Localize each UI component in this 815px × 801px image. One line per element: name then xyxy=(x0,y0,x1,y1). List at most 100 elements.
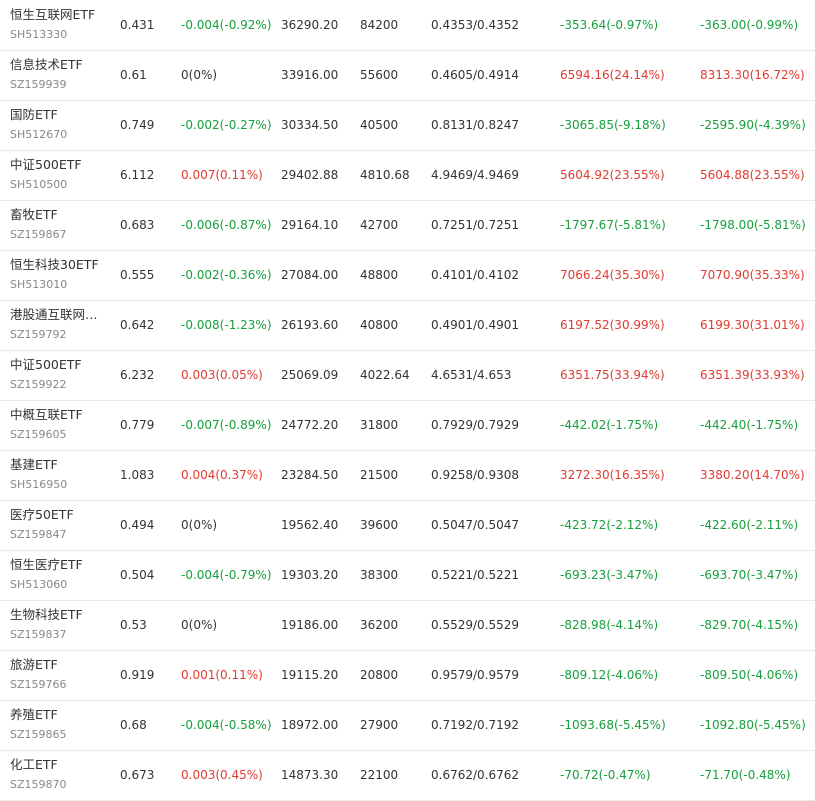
amount-value: 27084.00 xyxy=(281,268,339,282)
price-cell: 6.232 xyxy=(120,350,181,401)
name-cell[interactable]: 医疗50ETF SZ159847 xyxy=(0,500,120,551)
etf-name[interactable]: 中证500ETF xyxy=(10,357,82,372)
etf-name[interactable]: 畜牧ETF xyxy=(10,207,58,222)
table-row[interactable]: 生物科技ETF SZ159837 0.53 0(0%) 19186.00 36200 0.5… xyxy=(0,600,815,651)
etf-code: SH516950 xyxy=(10,478,68,491)
table-row[interactable]: 恒生科技30ETF SH513010 0.555 -0.002(-0.36%) 2708… xyxy=(0,250,815,301)
etf-name[interactable]: 信息技术ETF xyxy=(10,57,83,72)
etf-name[interactable]: 养殖ETF xyxy=(10,707,58,722)
change-value: 0(0%) xyxy=(181,618,218,632)
volume-cell: 48800 xyxy=(360,250,431,301)
etf-name[interactable]: 恒生医疗ETF xyxy=(10,557,83,572)
change-cell: 0(0%) xyxy=(181,50,281,101)
table-row[interactable]: 恒生医疗ETF SH513060 0.504 -0.004(-0.79%) 19303.… xyxy=(0,550,815,601)
table-row[interactable]: 中证500ETF SZ159922 6.232 0.003(0.05%) 25069.0… xyxy=(0,350,815,401)
name-cell[interactable]: 中概互联ETF SZ159605 xyxy=(0,400,120,451)
amount-value: 14873.30 xyxy=(281,768,339,782)
bid-ask-cell: 0.8131/0.8247 xyxy=(431,100,560,151)
table-row[interactable]: 畜牧ETF SZ159867 0.683 -0.006(-0.87%) 29164.10… xyxy=(0,200,815,251)
change-value: -0.007(-0.89%) xyxy=(181,418,272,432)
metric-2-value: -809.50(-4.06%) xyxy=(700,668,799,682)
change-value: -0.006(-0.87%) xyxy=(181,218,272,232)
bid-ask-value: 0.9579/0.9579 xyxy=(431,668,520,682)
table-row[interactable]: 养殖ETF SZ159865 0.68 -0.004(-0.58%) 18972.00 2… xyxy=(0,700,815,751)
name-cell[interactable]: 国防ETF SH512670 xyxy=(0,100,120,151)
table-row[interactable]: 中证500ETF SH510500 6.112 0.007(0.11%) 29402.8… xyxy=(0,150,815,201)
price-cell: 0.642 xyxy=(120,300,181,351)
etf-name[interactable]: 旅游ETF xyxy=(10,657,58,672)
etf-name[interactable]: 生物科技ETF xyxy=(10,607,83,622)
name-cell[interactable]: 中证500ETF SH510500 xyxy=(0,150,120,201)
change-cell: -0.002(-0.36%) xyxy=(181,250,281,301)
name-cell[interactable]: 旅游ETF SZ159766 xyxy=(0,650,120,701)
name-cell[interactable]: 信息技术ETF SZ159939 xyxy=(0,50,120,101)
name-cell[interactable]: 中证500ETF SZ159922 xyxy=(0,350,120,401)
change-cell: -0.006(-0.87%) xyxy=(181,200,281,251)
volume-value: 40800 xyxy=(360,318,399,332)
etf-name[interactable]: 中证500ETF xyxy=(10,157,82,172)
name-cell[interactable]: 畜牧ETF SZ159867 xyxy=(0,200,120,251)
name-cell[interactable]: 生物科技ETF SZ159837 xyxy=(0,600,120,651)
bid-ask-value: 0.7251/0.7251 xyxy=(431,218,520,232)
bid-ask-cell: 0.4101/0.4102 xyxy=(431,250,560,301)
volume-cell: 21500 xyxy=(360,450,431,501)
bid-ask-value: 0.6762/0.6762 xyxy=(431,768,520,782)
table-row[interactable]: 港股通互联网… SZ159792 0.642 -0.008(-1.23%) 26193.… xyxy=(0,300,815,351)
change-value: 0.003(0.45%) xyxy=(181,768,263,782)
bid-ask-value: 4.6531/4.653 xyxy=(431,368,512,382)
bid-ask-value: 0.4605/0.4914 xyxy=(431,68,520,82)
metric-2-value: -693.70(-3.47%) xyxy=(700,568,799,582)
name-cell[interactable]: 养殖ETF SZ159865 xyxy=(0,700,120,751)
amount-cell: 19186.00 xyxy=(281,600,360,651)
name-cell[interactable]: 恒生互联网ETF SH513330 xyxy=(0,0,120,51)
metric-1-value: -70.72(-0.47%) xyxy=(560,768,651,782)
etf-name[interactable]: 基建ETF xyxy=(10,457,58,472)
name-cell[interactable]: 港股通互联网… SZ159792 xyxy=(0,300,120,351)
name-cell[interactable]: 基建ETF SH516950 xyxy=(0,450,120,501)
amount-value: 24772.20 xyxy=(281,418,339,432)
etf-name[interactable]: 港股通互联网… xyxy=(10,307,98,322)
etf-name[interactable]: 中概互联ETF xyxy=(10,407,83,422)
price-value: 0.504 xyxy=(120,568,155,582)
table-row[interactable]: 基建ETF SH516950 1.083 0.004(0.37%) 23284.50 21… xyxy=(0,450,815,501)
table-row[interactable]: 旅游ETF SZ159766 0.919 0.001(0.11%) 19115.20 20… xyxy=(0,650,815,701)
metric-1-value: -693.23(-3.47%) xyxy=(560,568,659,582)
metric-2-value: -363.00(-0.99%) xyxy=(700,17,799,32)
etf-name[interactable]: 恒生互联网ETF xyxy=(10,6,96,22)
volume-cell: 39600 xyxy=(360,500,431,551)
table-row[interactable]: 中概互联ETF SZ159605 0.779 -0.007(-0.89%) 24772.… xyxy=(0,400,815,451)
price-cell: 0.504 xyxy=(120,550,181,601)
price-value: 0.555 xyxy=(120,268,155,282)
change-cell: -0.007(-0.89%) xyxy=(181,400,281,451)
volume-cell: 42700 xyxy=(360,200,431,251)
table-row[interactable]: 信息技术ETF SZ159939 0.61 0(0%) 33916.00 55600 0.4… xyxy=(0,50,815,101)
table-row[interactable]: 化工ETF SZ159870 0.673 0.003(0.45%) 14873.30 22… xyxy=(0,750,815,801)
name-cell[interactable]: 恒生医疗ETF SH513060 xyxy=(0,550,120,601)
table-row[interactable]: 医疗50ETF SZ159847 0.494 0(0%) 19562.40 39600 0.… xyxy=(0,500,815,551)
table-row[interactable]: 国防ETF SH512670 0.749 -0.002(-0.27%) 30334.50… xyxy=(0,100,815,151)
amount-cell: 26193.60 xyxy=(281,300,360,351)
etf-code: SH513330 xyxy=(10,27,68,41)
volume-value: 27900 xyxy=(360,718,399,732)
amount-cell: 27084.00 xyxy=(281,250,360,301)
metric-2-value: 6351.39(33.93%) xyxy=(700,368,805,382)
price-cell: 0.919 xyxy=(120,650,181,701)
change-value: 0(0%) xyxy=(181,518,218,532)
change-value: -0.002(-0.36%) xyxy=(181,268,272,282)
name-cell[interactable]: 化工ETF SZ159870 xyxy=(0,750,120,801)
name-cell[interactable]: 恒生科技30ETF SH513010 xyxy=(0,250,120,301)
amount-value: 19115.20 xyxy=(281,668,339,682)
price-cell: 0.683 xyxy=(120,200,181,251)
bid-ask-cell: 0.7251/0.7251 xyxy=(431,200,560,251)
bid-ask-cell: 0.5529/0.5529 xyxy=(431,600,560,651)
table-row[interactable]: 恒生互联网ETF SH513330 0.431 -0.004(-0.92%) 36290… xyxy=(0,0,815,51)
price-value: 0.642 xyxy=(120,318,155,332)
etf-name[interactable]: 恒生科技30ETF xyxy=(10,257,99,272)
volume-value: 4022.64 xyxy=(360,368,410,382)
volume-cell: 27900 xyxy=(360,700,431,751)
metric-1-value: -442.02(-1.75%) xyxy=(560,418,659,432)
etf-name[interactable]: 国防ETF xyxy=(10,107,58,122)
etf-name[interactable]: 医疗50ETF xyxy=(10,507,74,522)
etf-name[interactable]: 化工ETF xyxy=(10,757,58,772)
